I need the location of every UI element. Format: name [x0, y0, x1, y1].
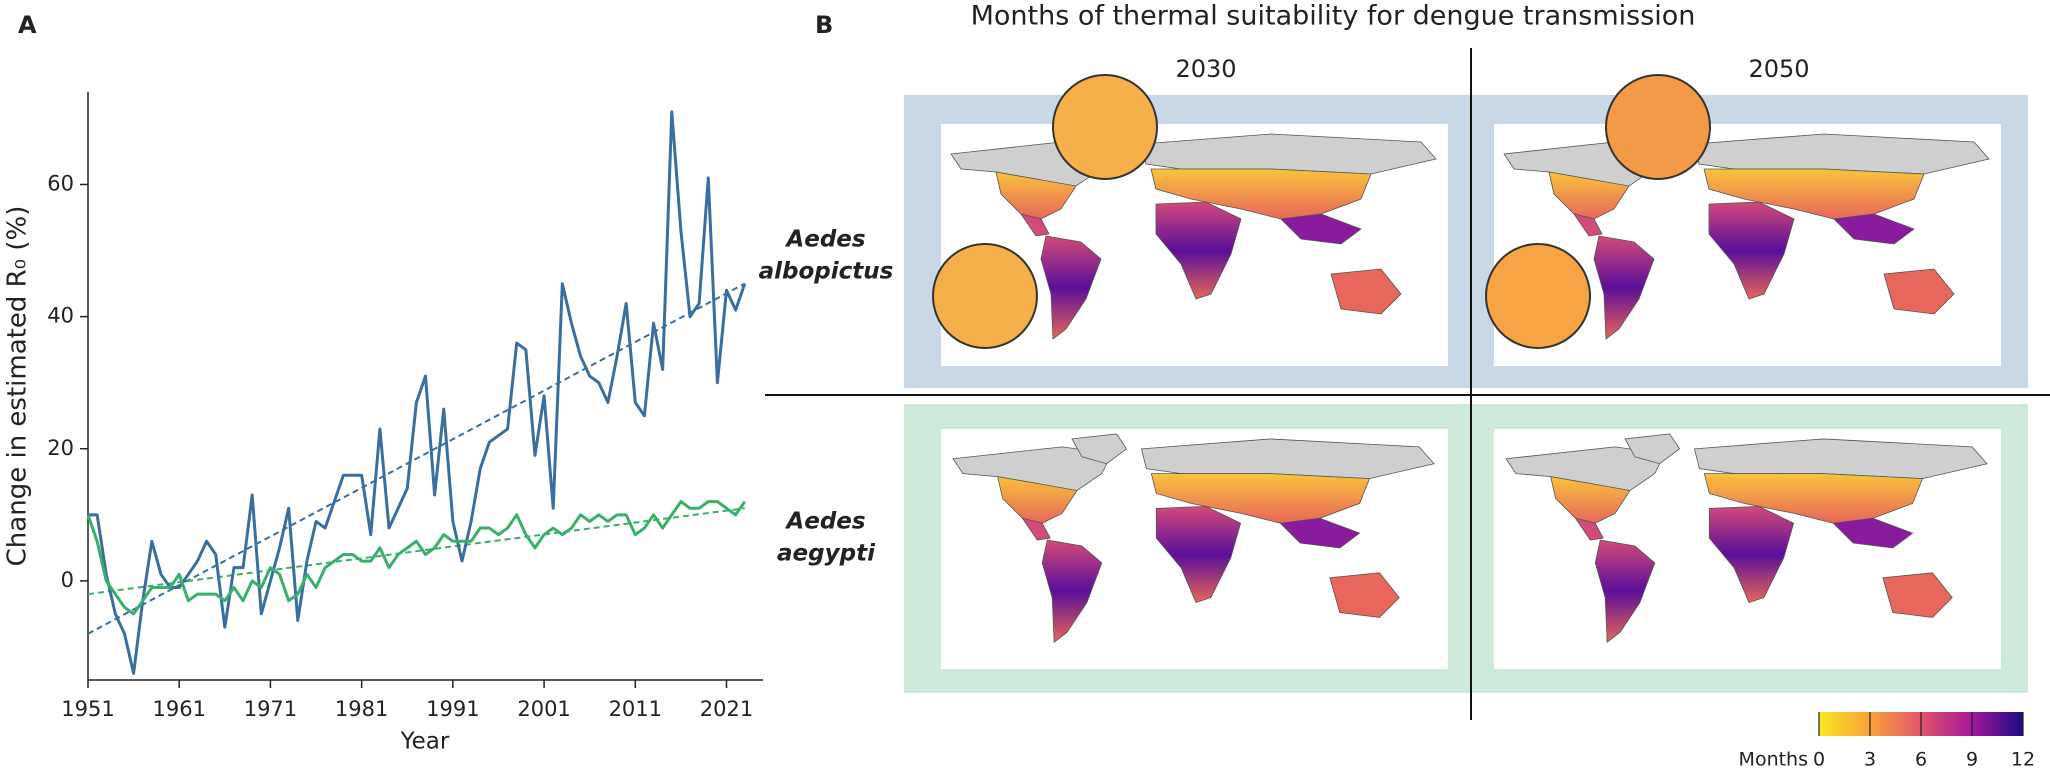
y-tick-label: 40 [47, 304, 74, 328]
x-tick-label: 1961 [152, 697, 205, 721]
x-tick-label: 1981 [335, 697, 388, 721]
magnifier [932, 74, 1711, 349]
trend-line [87, 282, 746, 635]
y-tick-label: 0 [61, 568, 74, 592]
row-label: albopictus [759, 259, 894, 285]
data-line [88, 110, 747, 675]
row-label: Aedes [784, 227, 865, 253]
map-panel [765, 48, 2050, 736]
column-label: 2030 [1175, 55, 1236, 83]
x-tick-label: 1971 [244, 697, 297, 721]
x-tick-label: 1951 [61, 697, 114, 721]
colorbar-tick-label: 0 [1813, 749, 1825, 771]
row-label: aegypti [777, 541, 876, 567]
column-label: 2050 [1748, 55, 1809, 83]
colorbar-tick-label: 12 [2011, 749, 2035, 771]
panel-label: A [18, 11, 37, 39]
colorbar-tick-label: 6 [1915, 749, 1927, 771]
x-tick-label: 2001 [517, 697, 570, 721]
row-label: Aedes [784, 509, 865, 535]
data-line [86, 500, 746, 616]
colorbar-label: Months [1739, 749, 1808, 771]
map-title: Months of thermal suitability for dengue… [971, 1, 1696, 32]
y-axis-label: Change in estimated R₀ (%) [3, 206, 33, 567]
panel-label: B [815, 11, 833, 39]
colorbar-tick-label: 9 [1966, 749, 1978, 771]
trend-line [87, 507, 745, 596]
x-tick-label: 1991 [426, 697, 479, 721]
y-tick-label: 20 [47, 436, 74, 460]
x-axis-label: Year [400, 729, 450, 755]
y-tick-label: 60 [47, 171, 74, 195]
x-tick-label: 2011 [609, 697, 662, 721]
x-tick-label: 2021 [700, 697, 753, 721]
colorbar-tick-label: 3 [1864, 749, 1876, 771]
